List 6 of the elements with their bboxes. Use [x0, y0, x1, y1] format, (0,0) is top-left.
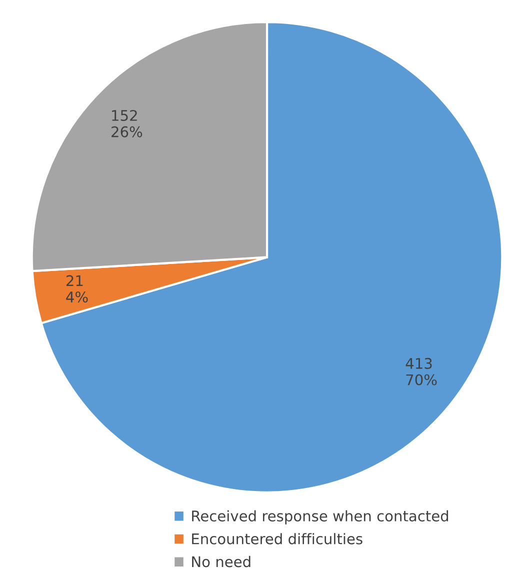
data-label: 413 70% [406, 358, 437, 386]
legend-label: Received response when contacted [192, 510, 448, 524]
legend-label: No need [192, 556, 250, 568]
data-label: 21 4% [66, 275, 88, 303]
data-label: 152 26% [112, 110, 142, 138]
legend-label: Encountered difficulties [192, 533, 362, 544]
